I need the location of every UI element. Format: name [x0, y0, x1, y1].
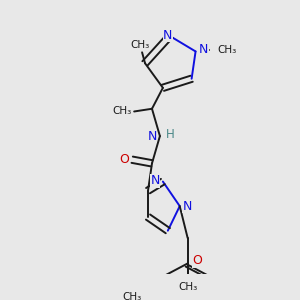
Text: CH₃: CH₃ — [130, 40, 150, 50]
Text: CH₃: CH₃ — [112, 106, 132, 116]
Text: CH₃: CH₃ — [178, 282, 197, 292]
Text: CH₃: CH₃ — [218, 45, 237, 55]
Text: H: H — [165, 128, 174, 141]
Text: CH₃: CH₃ — [122, 292, 142, 300]
Text: O: O — [193, 254, 202, 267]
Text: N: N — [147, 130, 157, 142]
Text: N: N — [150, 174, 160, 187]
Text: N: N — [183, 200, 192, 213]
Text: N: N — [163, 28, 172, 42]
Text: O: O — [119, 153, 129, 166]
Text: N: N — [199, 43, 208, 56]
